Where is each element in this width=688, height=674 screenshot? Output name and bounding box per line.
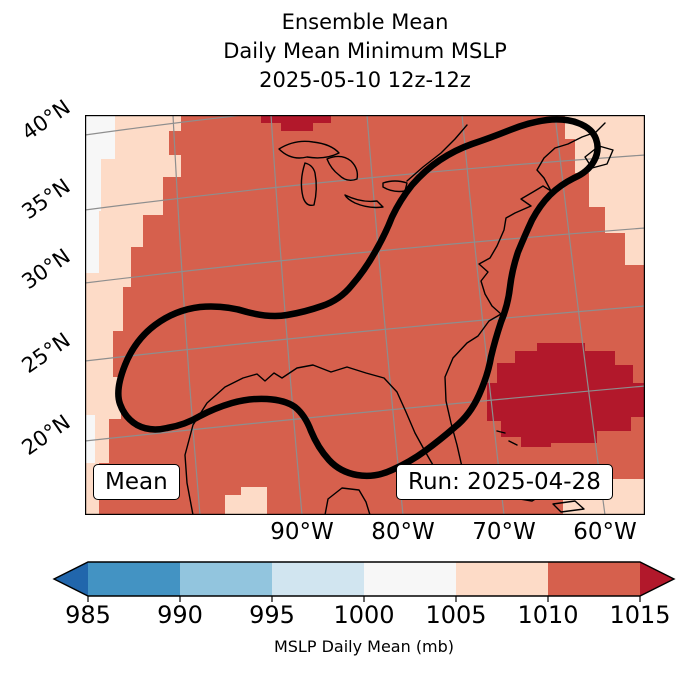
colorbar-segment-985-990 xyxy=(88,562,180,596)
run-annotation-text: Run: 2025-04-28 xyxy=(408,469,601,495)
field-region-1000-west-low xyxy=(85,415,95,463)
lat-tick-30n: 30°N xyxy=(17,243,75,295)
colorbar-tick-985: 985 xyxy=(65,601,111,629)
field-regions-1005-1010 xyxy=(85,115,645,515)
graticule-meridian-60w xyxy=(554,115,606,515)
colorbar-label: MSLP Daily Mean (mb) xyxy=(273,637,455,656)
graticule-parallel-30n xyxy=(85,227,645,284)
colorbar-tick-1000: 1000 xyxy=(333,601,395,629)
colorbar-tick-1015: 1015 xyxy=(609,601,671,629)
run-annotation-box: Run: 2025-04-28 xyxy=(396,464,613,500)
title-line-1: Ensemble Mean xyxy=(281,10,449,34)
colorbar-segment-990-995 xyxy=(180,562,272,596)
colorbar-segment-1010-1015 xyxy=(548,562,640,596)
graticule-parallel-20n xyxy=(85,385,645,442)
coast-lake-superior xyxy=(278,140,340,159)
graticule-parallel-35n xyxy=(85,154,645,211)
graticule-parallel-25n xyxy=(85,305,645,362)
colorbar xyxy=(52,561,676,602)
field-regions-over-1015 xyxy=(261,115,645,447)
thick-contour-outline xyxy=(115,116,601,480)
graticule-parallel-40n xyxy=(85,115,249,136)
mean-annotation-text: Mean xyxy=(105,469,168,495)
lon-tick-80w: 80°W xyxy=(371,519,435,545)
colorbar-segment-1000-1005 xyxy=(364,562,456,596)
title-line-3: 2025-05-10 12z-12z xyxy=(259,68,471,92)
field-region-over-atlantic xyxy=(487,343,645,447)
field-region-1005-northeast xyxy=(565,115,645,265)
colorbar-tick-1010: 1010 xyxy=(517,601,579,629)
graticule-meridian-100w xyxy=(172,115,201,515)
lat-tick-20n: 20°N xyxy=(17,409,75,461)
coast-hispaniola xyxy=(552,500,585,513)
map-frame xyxy=(85,115,645,515)
colorbar-over-arrow xyxy=(640,562,674,596)
field-region-1000-west-mid xyxy=(85,211,99,273)
lat-tick-25n: 25°N xyxy=(17,327,75,379)
coast-lake-huron xyxy=(326,155,359,182)
map-plot-area: Mean Run: 2025-04-28 xyxy=(85,115,645,515)
title-line-2: Daily Mean Minimum MSLP xyxy=(223,39,507,63)
colorbar-tick-990: 990 xyxy=(157,601,203,629)
lat-tick-40n: 40°N xyxy=(17,94,75,146)
coast-bahamas xyxy=(496,430,518,446)
coast-yucatan xyxy=(324,487,371,515)
chart-title: Ensemble Mean Daily Mean Minimum MSLP 20… xyxy=(85,8,645,95)
colorbar-tick-995: 995 xyxy=(249,601,295,629)
colorbar-tickmarks xyxy=(87,596,641,602)
lon-tick-90w: 90°W xyxy=(270,519,334,545)
field-region-1005-south xyxy=(225,487,267,515)
field-region-1005-west xyxy=(85,115,181,515)
map-canvas xyxy=(85,115,645,515)
field-regions-1000-1005 xyxy=(85,115,115,463)
coast-lake-michigan xyxy=(300,162,317,207)
lat-tick-35n: 35°N xyxy=(17,173,75,225)
colorbar-segment-995-1000 xyxy=(272,562,364,596)
field-region-1000-west-top xyxy=(85,115,115,211)
coast-lake-erie xyxy=(344,194,384,209)
coast-st-lawrence xyxy=(406,124,468,182)
colorbar-under-arrow xyxy=(54,562,88,596)
colorbar-segment-1005-1010 xyxy=(456,562,548,596)
lon-tick-60w: 60°W xyxy=(573,519,637,545)
graticule-meridian-80w xyxy=(366,115,404,515)
field-region-over-north xyxy=(261,115,331,131)
mean-annotation-box: Mean xyxy=(93,464,180,500)
graticule-meridian-70w xyxy=(461,115,505,515)
lon-tick-70w: 70°W xyxy=(472,519,536,545)
colorbar-tick-1005: 1005 xyxy=(425,601,487,629)
coast-east-gulf xyxy=(184,122,606,515)
